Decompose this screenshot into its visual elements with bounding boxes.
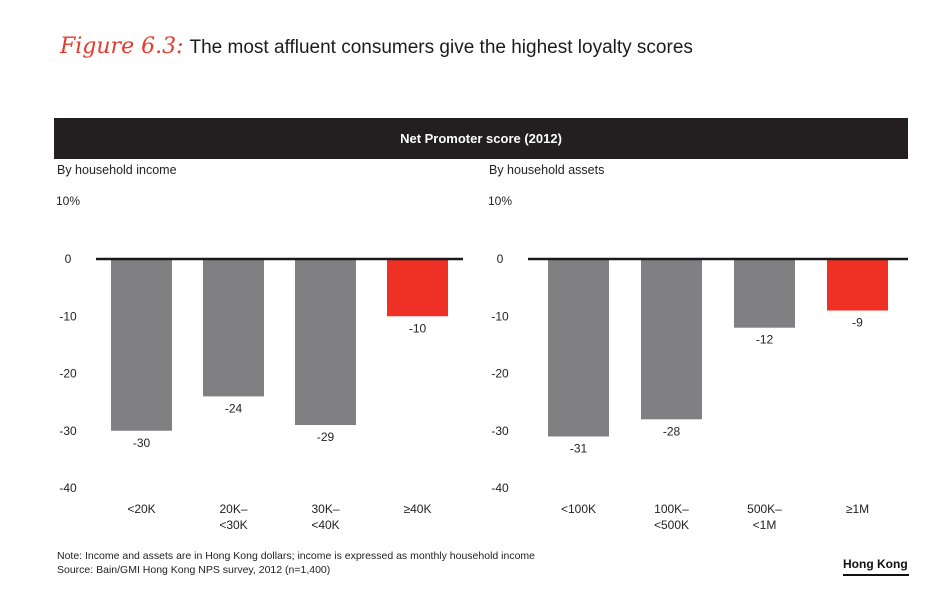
x-category-label: 500K– [747, 502, 782, 516]
bar [387, 259, 448, 317]
region-underline [843, 574, 909, 576]
y-tick-label: -20 [59, 367, 77, 381]
x-category-label: <30K [219, 518, 247, 532]
bar-value-label: -29 [317, 430, 335, 444]
x-category-label: <20K [127, 502, 155, 516]
bar [111, 259, 172, 431]
x-category-label: 30K– [311, 502, 339, 516]
x-category-label: <500K [654, 518, 689, 532]
y-tick-label: -10 [491, 309, 509, 323]
y-tick-label: 0 [497, 252, 504, 266]
note-text: Note: Income and assets are in Hong Kong… [57, 550, 536, 562]
y-tick-label: 0 [65, 252, 72, 266]
y-tick-label: -40 [491, 481, 509, 495]
bar [827, 259, 888, 311]
footnotes: Note: Income and assets are in Hong Kong… [57, 549, 535, 577]
source-text: Source: Bain/GMI Hong Kong NPS survey, 2… [57, 564, 331, 576]
bar-value-label: -9 [852, 316, 863, 330]
y-tick-label: -20 [491, 367, 509, 381]
x-category-label: <100K [561, 502, 596, 516]
y-tick-label: -30 [491, 424, 509, 438]
x-category-label: <40K [311, 518, 339, 532]
y-tick-label: -30 [59, 424, 77, 438]
right-chart-subtitle: By household assets [489, 163, 605, 177]
bar-value-label: -31 [570, 441, 588, 455]
bar-value-label: -12 [756, 333, 774, 347]
bar [203, 259, 264, 397]
y-tick-label: 10% [488, 194, 512, 208]
region-label: Hong Kong [843, 557, 908, 571]
bar-value-label: -30 [133, 436, 151, 450]
figure-title: Figure 6.3: The most affluent consumers g… [60, 34, 693, 59]
bar-value-label: -28 [663, 424, 681, 438]
x-category-label: ≥1M [846, 502, 869, 516]
figure-title-text: The most affluent consumers give the hig… [189, 37, 693, 58]
y-tick-label: 10% [56, 194, 80, 208]
bar-value-label: -24 [225, 401, 243, 415]
figure-label: Figure 6.3: [60, 34, 184, 59]
bar [734, 259, 795, 328]
left-chart-subtitle: By household income [57, 163, 177, 177]
x-category-label: 20K– [219, 502, 247, 516]
y-tick-label: -10 [59, 309, 77, 323]
x-category-label: ≥40K [404, 502, 432, 516]
x-category-label: <1M [753, 518, 777, 532]
chart-header-bar: Net Promoter score (2012) [54, 118, 908, 159]
bar-value-label: -10 [409, 321, 427, 335]
bar [295, 259, 356, 426]
bar [548, 259, 609, 437]
x-category-label: 100K– [654, 502, 689, 516]
bar [641, 259, 702, 420]
y-tick-label: -40 [59, 481, 77, 495]
